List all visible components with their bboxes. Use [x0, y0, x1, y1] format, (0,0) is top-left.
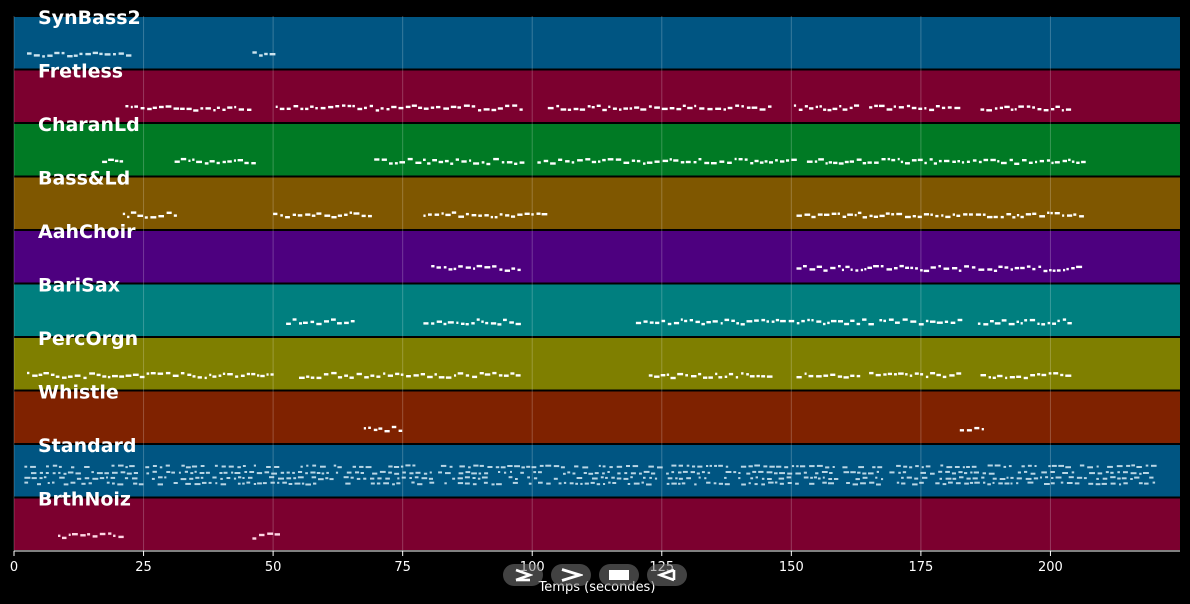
- next-icon: [561, 568, 583, 582]
- previous-button[interactable]: [647, 564, 687, 586]
- track-label: Whistle: [38, 382, 119, 404]
- note-cluster: [635, 318, 775, 326]
- track-label: SynBass2: [38, 7, 141, 29]
- track-band: [14, 124, 1180, 176]
- note-cluster: [174, 157, 256, 165]
- note-cluster: [273, 211, 372, 219]
- note-cluster: [980, 105, 1072, 112]
- x-tick-label: 75: [394, 560, 411, 575]
- track-band: [14, 338, 1180, 390]
- note-cluster: [879, 318, 963, 326]
- track-label: Standard: [38, 435, 137, 457]
- track-band: [14, 445, 1180, 497]
- note-cluster: [102, 158, 124, 164]
- note-cluster: [423, 318, 521, 326]
- x-tick-label: 150: [779, 560, 804, 575]
- track-label: AahChoir: [38, 221, 136, 243]
- note-cluster: [775, 318, 874, 326]
- previous-icon: [657, 568, 676, 582]
- note-cluster: [27, 371, 274, 380]
- x-tick-label: 50: [265, 560, 282, 575]
- track-label: BariSax: [38, 275, 120, 297]
- note-cluster: [537, 157, 797, 165]
- play-icon: [515, 568, 533, 582]
- note-cluster: [977, 318, 1072, 326]
- track-band: [14, 231, 1180, 283]
- note-cluster: [27, 51, 132, 58]
- note-cluster: [547, 104, 772, 112]
- x-axis: 0255075100125150175200: [10, 550, 1180, 575]
- note-cluster: [122, 211, 177, 219]
- notes-layer: [24, 51, 1157, 540]
- track-band: [14, 70, 1180, 122]
- track-band: [14, 177, 1180, 229]
- stop-icon: [609, 570, 629, 580]
- note-cluster: [959, 426, 984, 432]
- grid-layer: [13, 16, 1051, 551]
- note-cluster: [793, 104, 860, 112]
- track-band: [14, 391, 1180, 443]
- note-cluster: [363, 425, 403, 433]
- note-cluster: [374, 157, 525, 166]
- track-band: [14, 284, 1180, 336]
- track-label: PercOrgn: [38, 328, 138, 350]
- playback-controls: [503, 564, 688, 586]
- note-cluster: [252, 532, 280, 540]
- tracks-layer: [14, 17, 1180, 550]
- note-cluster: [125, 105, 252, 112]
- track-band: [14, 498, 1180, 550]
- note-cluster: [796, 264, 1083, 273]
- x-tick-label: 25: [135, 560, 152, 575]
- note-cluster: [431, 264, 521, 272]
- note-cluster: [648, 372, 773, 380]
- note-cluster: [286, 318, 355, 326]
- note-cluster: [275, 104, 523, 112]
- x-tick-label: 200: [1038, 560, 1063, 575]
- note-cluster: [796, 211, 1084, 219]
- next-button[interactable]: [551, 564, 591, 586]
- track-label: CharanLd: [38, 114, 140, 136]
- x-tick-label: 0: [10, 560, 18, 575]
- track-band: [14, 17, 1180, 69]
- note-cluster: [869, 371, 962, 379]
- labels-layer: SynBass2 Fretless CharanLd Bass&Ld AahChoir B…: [38, 7, 141, 511]
- play-button[interactable]: [503, 564, 543, 586]
- note-cluster: [869, 104, 961, 112]
- stop-button[interactable]: [599, 564, 639, 586]
- note-cluster: [58, 532, 124, 540]
- note-cluster: [299, 371, 521, 380]
- note-cluster: [252, 51, 276, 57]
- track-label: Bass&Ld: [38, 168, 130, 190]
- note-cluster: [24, 464, 1157, 486]
- track-label: Fretless: [38, 61, 123, 83]
- note-cluster: [796, 372, 861, 379]
- track-label: BrthNoiz: [38, 489, 131, 511]
- note-cluster: [806, 157, 1086, 165]
- note-cluster: [980, 372, 1072, 380]
- note-cluster: [423, 211, 548, 219]
- x-tick-label: 175: [908, 560, 933, 575]
